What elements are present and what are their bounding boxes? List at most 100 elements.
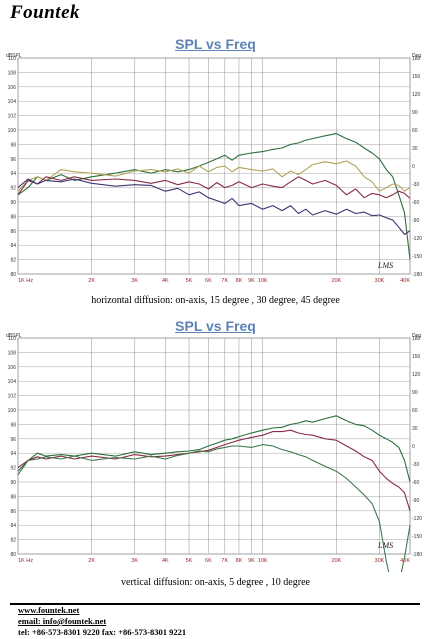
plot-area [17, 337, 411, 555]
x-tick-label: 20K [331, 278, 341, 284]
footer-divider [10, 603, 420, 605]
y-axis-label: dBSPL [6, 53, 22, 59]
footer-email-link[interactable]: email: info@fountek.net [18, 616, 107, 626]
x-tick-label: 6K [205, 558, 212, 564]
y-tick-label: 86 [10, 509, 16, 515]
y-tick-label: 80 [10, 272, 16, 278]
watermark-lms: LMS [377, 261, 393, 270]
chart-2: 1K Hz 2K 3K 4K 5K 6K 7K 8K 9K 10K 20K 30K 40K 110 108 1… [6, 333, 422, 572]
chart-1-caption: horizontal diffusion: on-axis, 15 degree… [91, 295, 340, 306]
y2-tick-label: 90 [412, 390, 418, 396]
x-tick-label: 9K [248, 558, 255, 564]
x-tick-label: 9K [248, 278, 255, 284]
y2-tick-label: -90 [412, 498, 419, 504]
x-tick-label: 30K [375, 278, 385, 284]
x-tick-label: 8K [236, 558, 243, 564]
y2-tick-label: 60 [412, 128, 418, 134]
brand-logo: Fountek [10, 2, 81, 23]
y-tick-label: 104 [8, 99, 17, 105]
x-tick-label: 10K [258, 278, 268, 284]
y-tick-label: 82 [10, 538, 16, 544]
y2-tick-label: 150 [412, 74, 421, 80]
y2-tick-label: 0 [412, 164, 415, 170]
footer-website-link[interactable]: www.fountek.net [18, 605, 80, 615]
y-tick-label: 92 [10, 466, 16, 472]
y-tick-label: 88 [10, 214, 16, 220]
x-tick-label: 7K [221, 558, 228, 564]
y-tick-label: 98 [10, 142, 16, 148]
y2-axis-label: Deg [412, 333, 421, 339]
y-tick-label: 102 [8, 114, 17, 120]
chart-1: 1K Hz 2K 3K 4K 5K 6K 7K 8K 9K 10K 20K 30K 40K 110 108 1… [6, 53, 422, 284]
x-tick-label: 5K [186, 558, 193, 564]
y2-tick-label: -30 [412, 182, 419, 188]
series-line-1 [17, 415, 411, 483]
x-tick-label: 2K [88, 278, 95, 284]
y-tick-label: 98 [10, 422, 16, 428]
x-tick-label: 4K [162, 278, 169, 284]
y-axis-label: dBSPL [6, 333, 22, 339]
series-line-1 [17, 133, 411, 260]
y-tick-label: 104 [8, 379, 17, 385]
y-tick-label: 102 [8, 394, 17, 400]
y2-tick-label: 0 [412, 444, 415, 450]
y-tick-label: 100 [8, 408, 17, 414]
y-tick-label: 88 [10, 494, 16, 500]
y2-tick-label: -60 [412, 480, 419, 486]
x-tick-label: 8K [236, 278, 243, 284]
y-tick-label: 106 [8, 365, 17, 371]
y-tick-label: 94 [10, 171, 16, 177]
y-tick-label: 90 [10, 480, 16, 486]
y-tick-label: 108 [8, 70, 17, 76]
x-tick-label: 40K [400, 558, 410, 564]
series-line-2 [17, 160, 411, 192]
y2-tick-label: -30 [412, 462, 419, 468]
y2-tick-label: 180 [412, 56, 421, 62]
y2-tick-label: -120 [412, 516, 422, 522]
x-tick-label: 1K Hz [18, 278, 33, 284]
y2-tick-label: 30 [412, 146, 418, 152]
y2-tick-label: 60 [412, 408, 418, 414]
y2-tick-label: 30 [412, 426, 418, 432]
series-line-3 [17, 176, 411, 199]
y2-tick-label: -150 [412, 254, 422, 260]
y2-tick-label: 180 [412, 336, 421, 342]
y-tick-label: 96 [10, 437, 16, 443]
series-line-2 [17, 429, 411, 511]
y2-tick-label: 120 [412, 372, 421, 378]
y2-tick-label: 120 [412, 92, 421, 98]
y2-tick-label: -90 [412, 218, 419, 224]
plot-area [17, 57, 411, 275]
y2-tick-label: -150 [412, 534, 422, 540]
x-tick-label: 5K [186, 278, 193, 284]
y-tick-label: 110 [8, 56, 16, 62]
series-line-4 [17, 178, 411, 235]
x-tick-label: 2K [88, 558, 95, 564]
y-tick-label: 84 [10, 523, 16, 529]
y-tick-label: 86 [10, 229, 16, 235]
y-tick-label: 106 [8, 85, 17, 91]
y2-tick-label: 150 [412, 354, 421, 360]
y-tick-label: 100 [8, 128, 17, 134]
x-tick-label: 10K [258, 558, 268, 564]
footer-phone: tel: +86-573-8301 9220 fax: +86-573-8301… [18, 627, 187, 637]
x-tick-label: 40K [400, 278, 410, 284]
y-tick-label: 108 [8, 350, 17, 356]
y-tick-label: 84 [10, 243, 16, 249]
x-tick-label: 6K [205, 278, 212, 284]
y-tick-label: 90 [10, 200, 16, 206]
watermark-lms: LMS [377, 541, 393, 550]
y-tick-label: 94 [10, 451, 16, 457]
chart-2-title: SPL vs Freq [175, 318, 256, 334]
y-tick-label: 96 [10, 157, 16, 163]
y-tick-label: 82 [10, 258, 16, 264]
y2-tick-label: -120 [412, 236, 422, 242]
y2-tick-label: -180 [412, 272, 422, 278]
x-tick-label: 3K [131, 558, 138, 564]
x-tick-label: 30K [375, 558, 385, 564]
y-tick-label: 80 [10, 552, 16, 558]
chart-2-caption: vertical diffusion: on-axis, 5 degree , … [121, 577, 310, 588]
chart-1-title: SPL vs Freq [175, 36, 256, 52]
x-tick-label: 4K [162, 558, 169, 564]
x-tick-label: 3K [131, 278, 138, 284]
